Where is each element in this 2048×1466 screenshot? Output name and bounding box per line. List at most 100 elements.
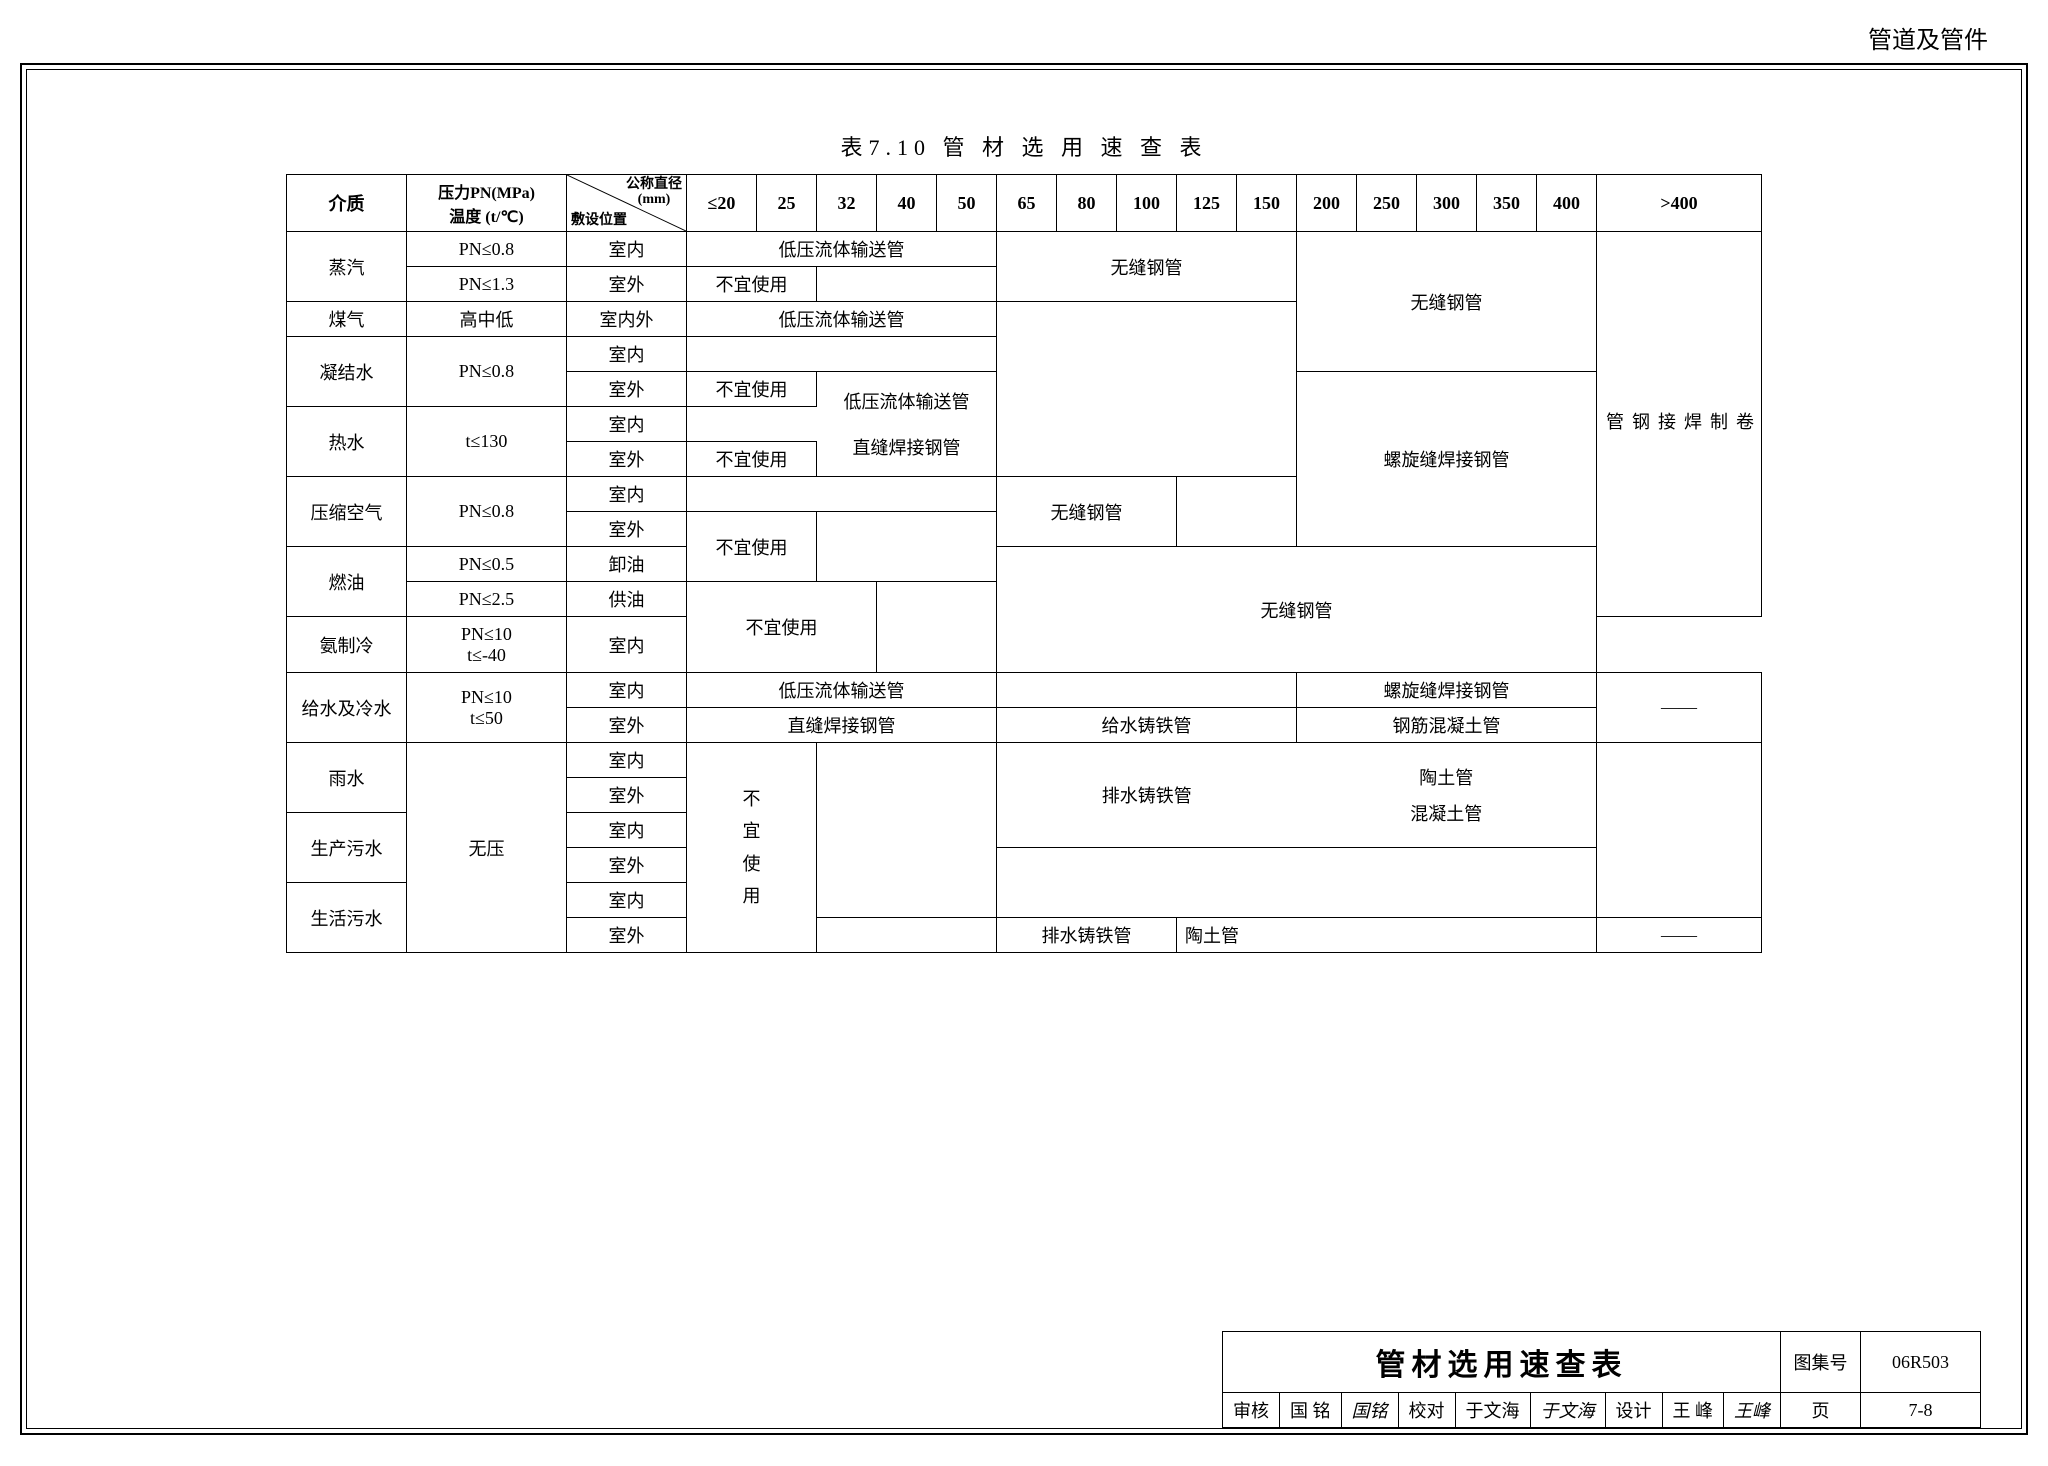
media-cell: 凝结水 [287, 337, 407, 407]
pipe-cell [817, 267, 997, 302]
pipe-cell: 低压流体输送管 [687, 673, 997, 708]
check-sig: 于文海 [1530, 1393, 1605, 1428]
pipe-cell: 钢筋混凝土管 [1297, 708, 1597, 743]
diam-col: 250 [1357, 175, 1417, 232]
pipe-cell: 不宜使用 [687, 372, 817, 407]
pipe-cell: 不宜使用 [687, 442, 817, 477]
diam-col: 80 [1057, 175, 1117, 232]
media-cell: 生活污水 [287, 883, 407, 953]
pipe-cell [997, 848, 1597, 918]
diam-col: 400 [1537, 175, 1597, 232]
media-cell: 氨制冷 [287, 617, 407, 673]
drawing-title: 管材选用速查表 [1223, 1332, 1781, 1393]
diam-col: 300 [1417, 175, 1477, 232]
loc-cell: 室内 [567, 477, 687, 512]
pipe-cell [687, 407, 817, 442]
design-sig: 王峰 [1724, 1393, 1781, 1428]
diam-col: 125 [1177, 175, 1237, 232]
check-label: 校对 [1398, 1393, 1455, 1428]
pipe-cell: 给水铸铁管 [997, 708, 1297, 743]
table-row: 蒸汽 PN≤0.8 室内 低压流体输送管 无缝钢管 无缝钢管 卷 制 焊 接 钢… [287, 232, 1762, 267]
diam-col: 150 [1237, 175, 1297, 232]
pipe-cell-vertical: 卷 制 焊 接 钢 管 [1597, 232, 1762, 617]
media-cell: 雨水 [287, 743, 407, 813]
diam-col: 200 [1297, 175, 1357, 232]
pipe-cell [817, 918, 997, 953]
review-name: 国 铭 [1280, 1393, 1342, 1428]
section-header: 管道及管件 [20, 20, 2028, 55]
pipe-cell: 陶土管 [1177, 918, 1297, 953]
diam-col: 350 [1477, 175, 1537, 232]
pipe-cell [877, 582, 997, 673]
loc-cell: 室内 [567, 407, 687, 442]
loc-cell: 室外 [567, 708, 687, 743]
pipe-cell: —— [1597, 673, 1762, 743]
loc-cell: 室内 [567, 232, 687, 267]
pipe-cell [687, 477, 997, 512]
diam-col: 65 [997, 175, 1057, 232]
pipe-label: 陶土管 [1305, 764, 1589, 790]
media-cell: 燃油 [287, 547, 407, 617]
atlas-label: 图集号 [1781, 1332, 1861, 1393]
cond-cell: PN≤1.3 [407, 267, 567, 302]
pipe-label: 低压流体输送管 [825, 388, 988, 414]
pipe-cell: 直缝焊接钢管 [687, 708, 997, 743]
atlas-no: 06R503 [1861, 1332, 1981, 1393]
media-cell: 给水及冷水 [287, 673, 407, 743]
table-row: 给水及冷水 PN≤10 t≤50 室内 低压流体输送管 螺旋缝焊接钢管 —— [287, 673, 1762, 708]
pipe-cell [817, 512, 997, 582]
media-cell: 压缩空气 [287, 477, 407, 547]
cond-cell: PN≤0.8 [407, 232, 567, 267]
pipe-cell [687, 337, 997, 372]
diam-col: 50 [937, 175, 997, 232]
diam-col: 100 [1117, 175, 1177, 232]
media-cell: 蒸汽 [287, 232, 407, 302]
diam-col: 32 [817, 175, 877, 232]
loc-cell: 室外 [567, 512, 687, 547]
pipe-cell: 无缝钢管 [997, 547, 1597, 673]
cond-cell: 高中低 [407, 302, 567, 337]
pipe-cell: 低压流体输送管 [687, 302, 997, 337]
loc-cell: 室内 [567, 813, 687, 848]
pipe-cell [1177, 477, 1297, 547]
cond-cell: PN≤2.5 [407, 582, 567, 617]
diag-header: 公称直径 (mm) 敷设位置 [567, 175, 687, 232]
loc-cell: 室内外 [567, 302, 687, 337]
pipe-cell: 螺旋缝焊接钢管 [1297, 673, 1597, 708]
table-title: 表7.10 管 材 选 用 速 查 表 [67, 130, 1981, 162]
diam-col: 40 [877, 175, 937, 232]
cond-cell: t≤130 [407, 407, 567, 477]
design-name: 王 峰 [1662, 1393, 1724, 1428]
loc-cell: 室外 [567, 918, 687, 953]
cond-cell: PN≤0.8 [407, 337, 567, 407]
media-cell: 煤气 [287, 302, 407, 337]
col-media: 介质 [287, 175, 407, 232]
pipe-selection-table: 介质 压力PN(MPa) 温度 (t/℃) 公称直径 (mm) 敷设位置 ≤20… [286, 174, 1762, 953]
diam-col: ≤20 [687, 175, 757, 232]
media-cell: 生产污水 [287, 813, 407, 883]
cond-cell: PN≤10 t≤-40 [407, 617, 567, 673]
inner-frame: 表7.10 管 材 选 用 速 查 表 介质 压力PN(MPa) 温度 (t/℃… [26, 69, 2022, 1429]
diag-bot: 敷设位置 [571, 209, 627, 229]
table-header-row: 介质 压力PN(MPa) 温度 (t/℃) 公称直径 (mm) 敷设位置 ≤20… [287, 175, 1762, 232]
pipe-cell [997, 673, 1297, 708]
pipe-cell: 螺旋缝焊接钢管 [1297, 372, 1597, 547]
loc-cell: 室内 [567, 673, 687, 708]
check-name: 于文海 [1455, 1393, 1530, 1428]
loc-cell: 室内 [567, 743, 687, 778]
pipe-cell: 无缝钢管 [1297, 232, 1597, 372]
cond-cell: PN≤10 t≤50 [407, 673, 567, 743]
loc-cell: 室外 [567, 372, 687, 407]
pipe-cell: 低压流体输送管 [687, 232, 997, 267]
pipe-cell: 不 宜 使 用 [687, 743, 817, 953]
diam-col: >400 [1597, 175, 1762, 232]
loc-cell: 室外 [567, 778, 687, 813]
pipe-cell: 排水铸铁管 [997, 743, 1297, 848]
pipe-cell: 不宜使用 [687, 582, 877, 673]
pipe-cell: 不宜使用 [687, 512, 817, 582]
pipe-label: 直缝焊接钢管 [825, 434, 988, 460]
loc-cell: 室外 [567, 442, 687, 477]
pipe-cell: 低压流体输送管 直缝焊接钢管 [817, 372, 997, 477]
media-cell: 热水 [287, 407, 407, 477]
loc-cell: 卸油 [567, 547, 687, 582]
